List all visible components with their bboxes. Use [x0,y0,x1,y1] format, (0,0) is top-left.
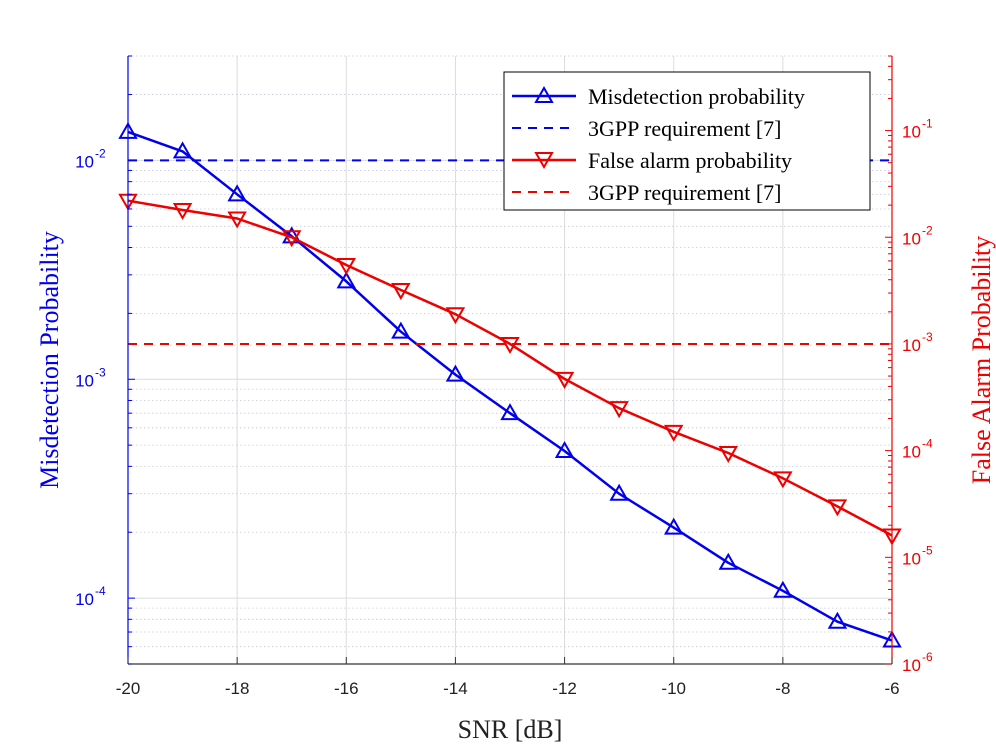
legend-entry-3gpp-right: 3GPP requirement [7] [512,180,781,205]
right-tick-label-exponent: -2 [922,223,933,237]
legend-label-false-alarm: False alarm probability [588,148,792,173]
series-marker-triangle-down [554,371,575,389]
series-marker-triangle-up [663,517,684,535]
legend-label-misdetection: Misdetection probability [588,84,805,109]
series-marker-triangle-down [445,307,466,325]
series-marker-triangle-up [172,141,193,159]
right-tick-label-exponent: -3 [922,330,933,344]
series-marker-triangle-up [609,483,629,501]
x-axis-label: SNR [dB] [458,715,563,744]
x-tick-label: -6 [884,679,899,698]
series-layer [118,121,902,648]
left-tick-label-base: 10 [75,371,94,390]
legend-marker-triangle-down [534,152,554,170]
left-y-axis-label: Misdetection Probability [35,231,64,489]
series-marker-triangle-up [391,321,411,339]
left-tick-label-base: 10 [75,590,94,609]
series-marker-triangle-up [445,364,466,382]
series-marker-triangle-down [227,211,247,229]
right-tick-label-base: 10 [902,656,921,675]
right-tick-label-base: 10 [902,229,921,248]
series-marker-triangle-down [827,499,848,517]
right-tick-label-base: 10 [902,443,921,462]
left-tick-label-exponent: -4 [95,584,106,598]
right-y-axis-label: False Alarm Probability [967,236,996,484]
x-tick-label: -8 [775,679,790,698]
x-tick-label: -14 [443,679,468,698]
x-tick-label: -12 [552,679,577,698]
series-marker-triangle-down [773,471,793,489]
legend: Misdetection probability 3GPP requiremen… [503,71,871,211]
series-marker-triangle-up [500,403,520,421]
series-marker-triangle-up [336,271,357,289]
series-marker-triangle-down [172,203,193,221]
x-tick-label: -18 [225,679,250,698]
legend-entry-false-alarm: False alarm probability [512,148,792,173]
series-line-0 [127,130,893,642]
legend-marker-triangle-up [534,85,554,103]
legend-entry-misdetection: Misdetection probability [512,84,805,109]
right-tick-label-exponent: -6 [922,650,933,664]
right-tick-label-exponent: -4 [922,437,933,451]
right-tick-label-base: 10 [902,123,921,142]
series-marker-triangle-down [609,401,629,419]
right-tick-label-exponent: -5 [922,543,933,557]
series-line-2 [127,199,893,537]
x-tick-label: -20 [116,679,141,698]
series-marker-triangle-up [773,580,793,598]
x-tick-label: -16 [334,679,359,698]
series-marker-triangle-up [827,611,848,629]
legend-entry-3gpp-left: 3GPP requirement [7] [512,116,781,141]
right-tick-label-exponent: -1 [922,117,933,131]
series-marker-triangle-down [391,283,411,301]
series-marker-triangle-up [718,552,739,570]
legend-label-3gpp-right: 3GPP requirement [7] [588,180,781,205]
left-tick-label-exponent: -3 [95,365,106,379]
x-tick-label: -10 [661,679,686,698]
left-tick-label-exponent: -2 [95,146,106,160]
left-tick-label-base: 10 [75,152,94,171]
right-tick-label-base: 10 [902,336,921,355]
series-marker-triangle-down [718,446,739,464]
series-marker-triangle-down [281,230,302,248]
right-tick-label-base: 10 [902,549,921,568]
ticks: -20 -18 -16 -14 -12 -10 -8 -610 -210 -310 -410 -110… [75,55,933,698]
series-marker-triangle-up [227,184,247,202]
series-marker-triangle-down [336,257,357,275]
legend-label-3gpp-left: 3GPP requirement [7] [588,116,781,141]
series-marker-triangle-down [663,424,684,442]
series-marker-triangle-up [554,441,575,459]
